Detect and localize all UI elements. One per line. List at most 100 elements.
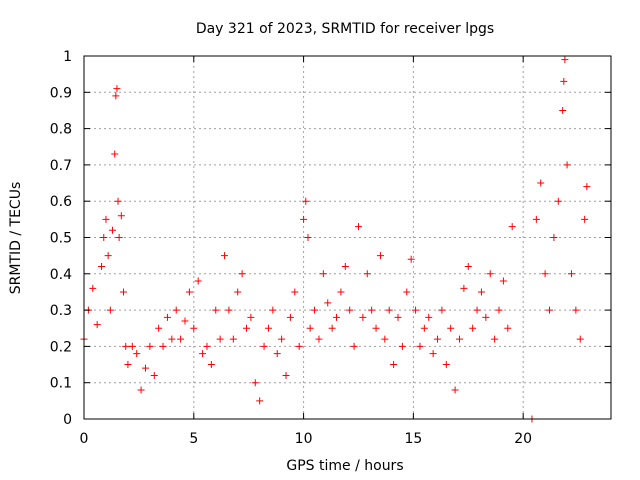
data-point bbox=[495, 306, 503, 314]
data-point bbox=[504, 324, 512, 332]
data-point bbox=[319, 270, 327, 278]
data-point bbox=[434, 335, 442, 343]
data-point bbox=[137, 386, 145, 394]
data-point bbox=[554, 197, 562, 205]
data-point bbox=[429, 350, 437, 358]
data-point bbox=[311, 306, 319, 314]
data-point bbox=[412, 306, 420, 314]
data-point bbox=[438, 306, 446, 314]
data-point bbox=[242, 324, 250, 332]
axis-ticks bbox=[83, 55, 611, 420]
data-point bbox=[416, 342, 424, 350]
y-tick-label: 0.3 bbox=[50, 303, 72, 319]
data-point bbox=[563, 161, 571, 169]
x-tick-label: 20 bbox=[514, 431, 532, 447]
data-point bbox=[337, 288, 345, 296]
data-point bbox=[447, 324, 455, 332]
y-tick-label: 0.9 bbox=[50, 85, 72, 101]
data-point bbox=[385, 306, 393, 314]
data-point bbox=[98, 263, 106, 271]
data-point bbox=[251, 379, 259, 387]
data-point bbox=[403, 288, 411, 296]
data-point bbox=[537, 179, 545, 187]
data-point bbox=[247, 313, 255, 321]
data-point bbox=[559, 106, 567, 114]
data-point bbox=[221, 252, 229, 260]
data-point bbox=[264, 324, 272, 332]
y-tick-label: 0.4 bbox=[50, 267, 72, 283]
data-point bbox=[106, 306, 114, 314]
data-point bbox=[394, 313, 402, 321]
data-point bbox=[111, 150, 119, 158]
data-point bbox=[216, 335, 224, 343]
x-tick-label: 15 bbox=[404, 431, 422, 447]
data-points bbox=[80, 56, 591, 423]
plot-frame bbox=[83, 55, 612, 420]
data-point bbox=[572, 306, 580, 314]
data-point bbox=[455, 335, 463, 343]
data-point bbox=[328, 324, 336, 332]
y-tick-label: 0.7 bbox=[50, 158, 72, 174]
x-tick-labels: 0 5 10 15 20 bbox=[80, 431, 533, 447]
y-tick-label: 0.6 bbox=[50, 194, 72, 210]
data-point bbox=[398, 342, 406, 350]
data-point bbox=[546, 306, 554, 314]
data-point bbox=[560, 77, 568, 85]
data-point bbox=[207, 361, 215, 369]
data-point bbox=[282, 371, 290, 379]
data-point bbox=[302, 197, 310, 205]
data-point bbox=[256, 397, 264, 405]
data-point bbox=[93, 321, 101, 329]
data-point bbox=[286, 313, 294, 321]
data-point bbox=[278, 335, 286, 343]
data-point bbox=[304, 234, 312, 241]
y-tick-label: 0 bbox=[63, 412, 72, 428]
data-point bbox=[451, 386, 459, 394]
data-point bbox=[561, 56, 569, 64]
y-tick-label: 0.2 bbox=[50, 339, 72, 355]
data-point bbox=[295, 342, 303, 350]
y-tick-label: 1 bbox=[63, 49, 72, 65]
y-tick-label: 0.5 bbox=[50, 231, 72, 247]
data-point bbox=[477, 288, 485, 296]
x-tick-label: 5 bbox=[189, 431, 198, 447]
data-point bbox=[341, 263, 349, 271]
data-point bbox=[315, 335, 323, 343]
data-point bbox=[581, 215, 589, 223]
data-point bbox=[100, 234, 108, 241]
data-point bbox=[89, 284, 97, 292]
data-point bbox=[407, 255, 415, 263]
x-axis-label: GPS time / hours bbox=[286, 458, 403, 474]
data-point bbox=[273, 350, 281, 358]
data-point bbox=[190, 324, 198, 332]
data-point bbox=[113, 85, 121, 93]
data-point bbox=[486, 270, 494, 278]
data-point bbox=[346, 306, 354, 314]
data-point bbox=[583, 183, 591, 191]
data-point bbox=[172, 306, 180, 314]
chart-title: Day 321 of 2023, SRMTID for receiver lpg… bbox=[196, 21, 494, 37]
data-point bbox=[333, 313, 341, 321]
data-point bbox=[163, 313, 171, 321]
y-axis-label: SRMTID / TECUs bbox=[8, 182, 24, 295]
data-point bbox=[469, 324, 477, 332]
data-point bbox=[442, 361, 450, 369]
data-point bbox=[115, 234, 123, 241]
data-point bbox=[141, 364, 149, 372]
data-point bbox=[363, 270, 371, 278]
data-point bbox=[499, 277, 507, 285]
data-point bbox=[306, 324, 314, 332]
data-point bbox=[181, 317, 189, 325]
data-point bbox=[114, 197, 122, 205]
data-point bbox=[260, 342, 268, 350]
data-point bbox=[567, 270, 575, 278]
data-point bbox=[133, 350, 141, 358]
data-point bbox=[122, 342, 130, 350]
data-point bbox=[128, 342, 136, 350]
data-point bbox=[381, 335, 389, 343]
data-point bbox=[532, 215, 540, 223]
data-point bbox=[473, 306, 481, 314]
data-point bbox=[368, 306, 376, 314]
data-point bbox=[120, 288, 128, 296]
